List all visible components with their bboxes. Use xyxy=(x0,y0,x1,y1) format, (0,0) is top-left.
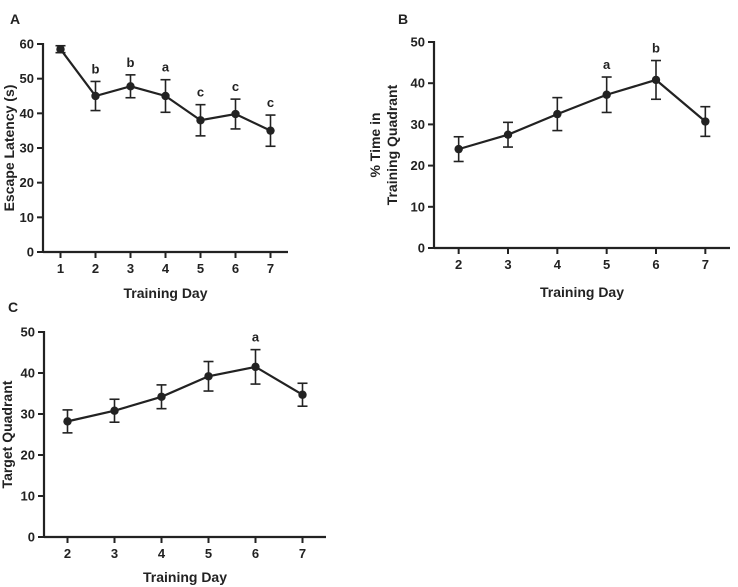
x-tick-label: 5 xyxy=(197,261,204,276)
panel-letter-c: C xyxy=(8,299,18,315)
x-axis-title-c: Training Day xyxy=(143,569,227,585)
data-point xyxy=(701,117,710,126)
significance-label: b xyxy=(92,61,100,76)
y-tick-label: 40 xyxy=(21,366,35,381)
data-point xyxy=(231,109,240,119)
y-tick-label: 30 xyxy=(21,407,35,422)
x-tick-label: 6 xyxy=(652,257,659,272)
y-tick-label: 20 xyxy=(21,448,35,463)
significance-label: a xyxy=(162,60,170,75)
data-point xyxy=(251,362,260,372)
data-point xyxy=(91,91,100,101)
x-tick-label: 4 xyxy=(162,261,170,276)
x-tick-label: 4 xyxy=(158,546,166,561)
x-tick-label: 7 xyxy=(702,257,709,272)
x-tick-label: 7 xyxy=(267,261,274,276)
x-tick-label: 6 xyxy=(252,546,259,561)
y-axis-title-a: Escape Latency (s) xyxy=(1,85,17,212)
x-axis-title-a: Training Day xyxy=(123,285,207,301)
significance-label: c xyxy=(267,95,274,110)
y-tick-label: 20 xyxy=(20,175,34,190)
y-tick-label: 50 xyxy=(20,71,34,86)
data-point xyxy=(157,392,166,401)
panel-letter-b: B xyxy=(398,11,408,27)
x-tick-label: 2 xyxy=(64,546,71,561)
y-tick-label: 0 xyxy=(418,241,425,256)
data-point xyxy=(454,144,463,154)
significance-label: c xyxy=(197,85,204,100)
y-tick-label: 20 xyxy=(411,158,425,173)
x-tick-label: 2 xyxy=(92,261,99,276)
y-axis-title-b: Training Quadrant xyxy=(384,84,400,205)
data-point xyxy=(56,45,65,54)
data-point xyxy=(63,417,72,426)
data-point xyxy=(651,75,661,85)
x-tick-label: 1 xyxy=(57,261,64,276)
panel-letter-a: A xyxy=(10,11,20,27)
significance-label: a xyxy=(252,330,260,345)
y-tick-label: 60 xyxy=(20,37,34,52)
series-line-c xyxy=(67,365,304,423)
data-point xyxy=(503,130,513,139)
x-axis-title-b: Training Day xyxy=(540,284,624,300)
significance-label: c xyxy=(232,79,239,94)
data-point xyxy=(602,90,611,99)
data-point xyxy=(298,390,307,399)
significance-label: a xyxy=(603,57,611,72)
y-tick-label: 10 xyxy=(411,199,425,214)
y-tick-label: 50 xyxy=(411,35,425,50)
x-tick-label: 6 xyxy=(232,261,239,276)
chart-panel-b: B 0 10 20 30 40 50 2 3 4 5 6 7 Training Day % Time in T… xyxy=(367,11,730,300)
data-point xyxy=(126,82,135,91)
x-tick-label: 2 xyxy=(455,257,462,272)
y-axis-title-c: Target Quadrant xyxy=(0,380,15,488)
data-point xyxy=(553,109,562,119)
y-axis-title-b: % Time in xyxy=(367,112,383,177)
series-line-b xyxy=(458,78,707,151)
y-tick-label: 50 xyxy=(21,325,35,340)
data-point xyxy=(161,91,170,101)
x-tick-label: 5 xyxy=(205,546,212,561)
y-tick-label: 10 xyxy=(20,210,34,225)
y-tick-label: 0 xyxy=(27,245,34,260)
data-point xyxy=(196,116,205,125)
y-tick-label: 30 xyxy=(411,117,425,132)
significance-label: b xyxy=(652,41,660,56)
x-tick-label: 4 xyxy=(554,257,562,272)
y-tick-label: 40 xyxy=(20,106,34,121)
x-tick-label: 5 xyxy=(603,257,610,272)
y-tick-label: 10 xyxy=(21,489,35,504)
data-point xyxy=(204,372,213,381)
y-tick-label: 40 xyxy=(411,76,425,91)
chart-panel-c: C 0 10 20 30 40 50 2 3 4 5 6 7 Training Day Target Qua… xyxy=(0,299,326,585)
y-tick-label: 0 xyxy=(28,530,35,545)
chart-panel-a: A 0 10 20 30 40 50 60 1 2 3 4 5 6 7 Training Day Escape … xyxy=(1,11,288,301)
x-tick-label: 3 xyxy=(127,261,134,276)
significance-label: b xyxy=(127,55,135,70)
data-point xyxy=(266,126,275,135)
y-tick-label: 30 xyxy=(20,141,34,156)
x-tick-label: 7 xyxy=(299,546,306,561)
data-point xyxy=(110,406,119,415)
x-tick-label: 3 xyxy=(111,546,118,561)
x-tick-label: 3 xyxy=(504,257,511,272)
